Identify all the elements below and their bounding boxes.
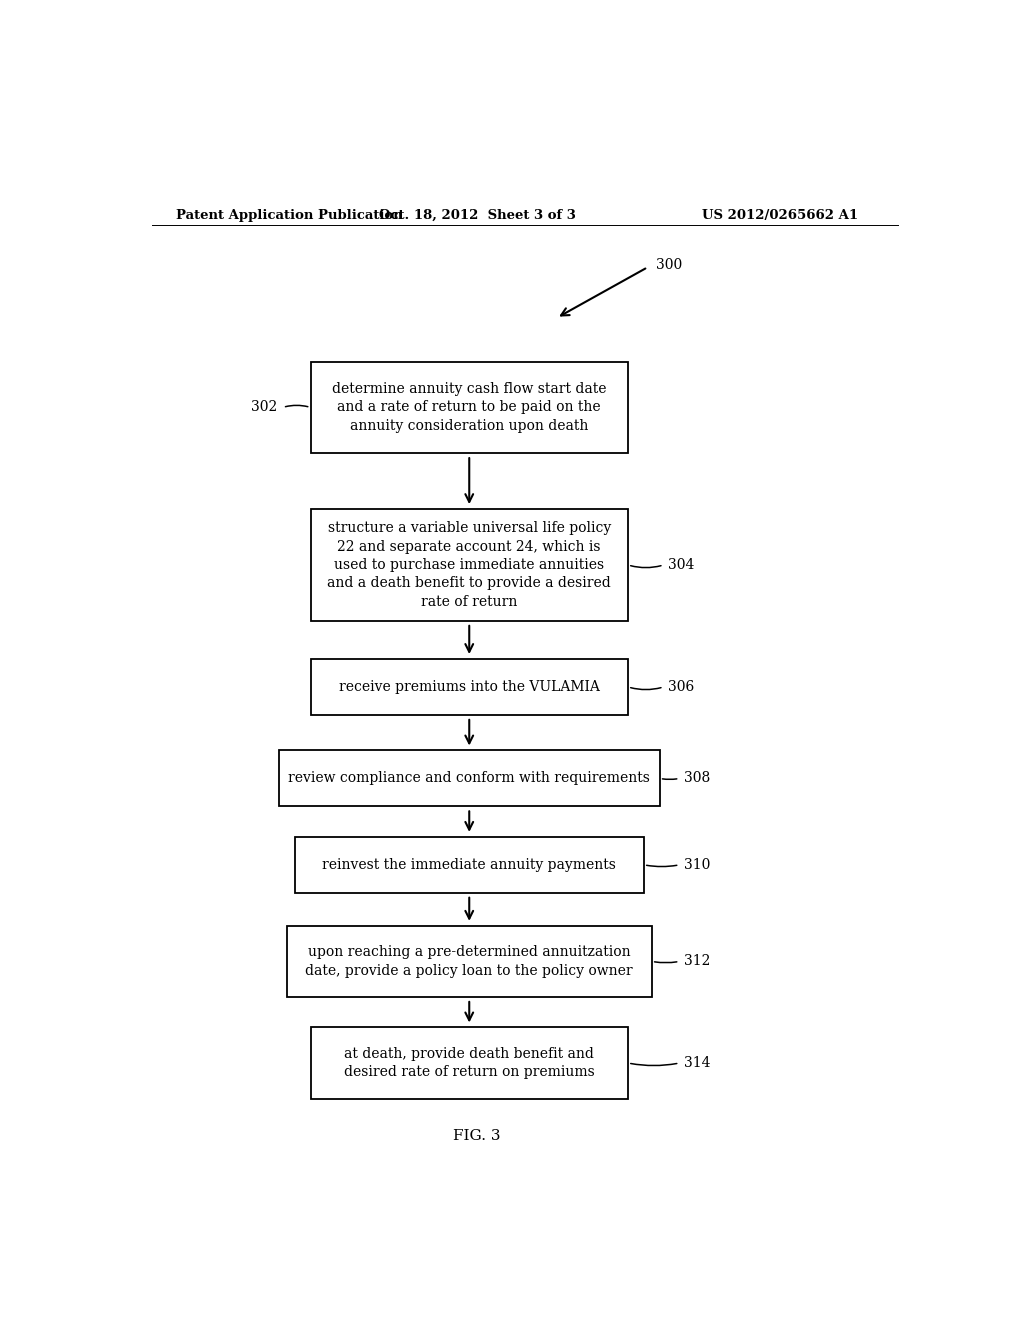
Text: 304: 304	[668, 558, 694, 572]
Bar	[279, 751, 659, 807]
Text: Oct. 18, 2012  Sheet 3 of 3: Oct. 18, 2012 Sheet 3 of 3	[379, 209, 575, 222]
Bar	[295, 837, 644, 892]
Text: structure a variable universal life policy
22 and separate account 24, which is
: structure a variable universal life poli…	[328, 521, 611, 609]
Text: 312: 312	[684, 954, 710, 969]
Bar	[310, 659, 628, 715]
Bar	[310, 1027, 628, 1098]
Text: 306: 306	[668, 680, 694, 694]
Text: review compliance and conform with requirements: review compliance and conform with requi…	[289, 771, 650, 785]
Text: 314: 314	[684, 1056, 710, 1071]
Text: 300: 300	[655, 259, 682, 272]
Text: reinvest the immediate annuity payments: reinvest the immediate annuity payments	[323, 858, 616, 871]
Bar	[310, 510, 628, 620]
Bar	[287, 925, 652, 997]
Bar	[310, 362, 628, 453]
Text: determine annuity cash flow start date
and a rate of return to be paid on the
an: determine annuity cash flow start date a…	[332, 381, 606, 433]
Text: receive premiums into the VULAMIA: receive premiums into the VULAMIA	[339, 680, 600, 694]
Text: US 2012/0265662 A1: US 2012/0265662 A1	[702, 209, 858, 222]
Text: upon reaching a pre-determined annuitzation
date, provide a policy loan to the p: upon reaching a pre-determined annuitzat…	[305, 945, 633, 978]
Text: 302: 302	[251, 400, 278, 414]
Text: 308: 308	[684, 771, 710, 785]
Text: FIG. 3: FIG. 3	[454, 1129, 501, 1143]
Text: Patent Application Publication: Patent Application Publication	[176, 209, 402, 222]
Text: 310: 310	[684, 858, 710, 871]
Text: at death, provide death benefit and
desired rate of return on premiums: at death, provide death benefit and desi…	[344, 1047, 595, 1080]
